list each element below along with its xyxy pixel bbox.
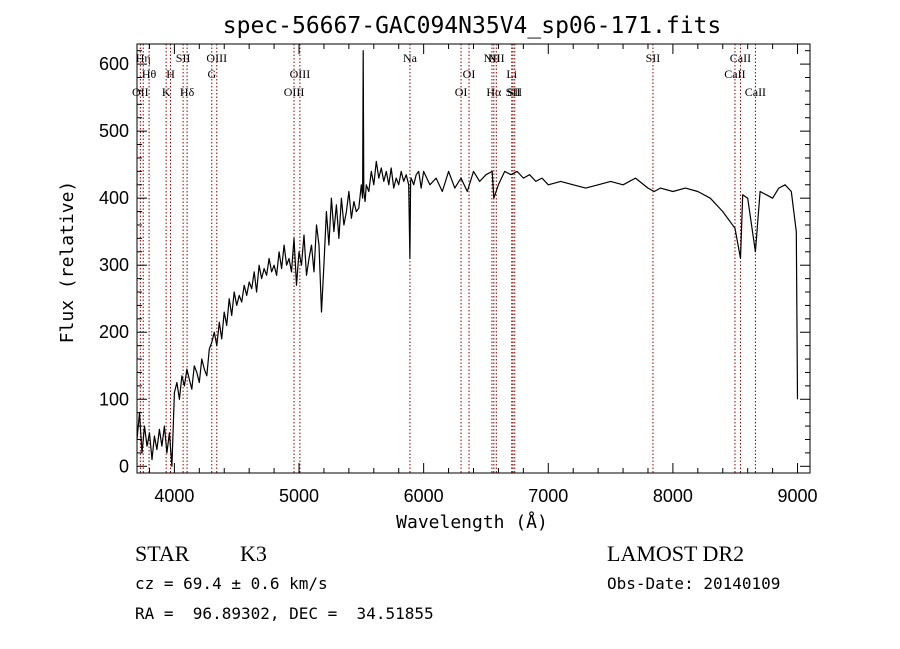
y-tick-label: 300 [99,255,129,275]
line-marker-label: OI [455,85,468,99]
line-marker-label: OII [132,85,149,99]
y-axis-label: Flux (relative) [57,181,78,344]
line-marker-label: CaII [730,51,751,65]
line-marker-label: OIII [206,51,227,65]
spectrum-line [136,50,799,467]
x-tick-label: 9000 [778,486,818,506]
y-tick-label: 600 [99,54,129,74]
y-tick-label: 100 [99,389,129,409]
line-marker-label: Na [403,51,418,65]
line-markers: OIIHηHθKHSIIHδGOIIIOIIIOIIINaOIOINIIHαNI… [132,44,766,473]
obs-date: Obs-Date: 20140109 [607,574,781,593]
y-tick-label: 0 [119,456,129,476]
line-marker-label: K [162,85,171,99]
line-marker-label: SII [506,85,521,99]
object-class: STAR [135,541,190,566]
line-marker-label: SII [176,51,191,65]
line-marker-label: Li [506,67,517,81]
line-marker-label: CaII [745,85,766,99]
line-marker-label: Hη [136,51,151,65]
y-tick-label: 200 [99,322,129,342]
x-tick-label: 8000 [653,486,693,506]
axes: 4000 5000 6000 7000 8000 9000 0 100 200 300 400 500… [99,43,818,506]
line-marker-label: H [166,67,175,81]
chart-title: spec-56667-GAC094N35V4_sp06-171.fits [223,13,722,39]
line-marker-label: CaII [724,67,745,81]
y-tick-label: 500 [99,121,129,141]
line-marker-label: OIII [290,67,311,81]
survey-label: LAMOST DR2 [607,541,745,566]
line-marker-label: NII [488,51,505,65]
line-marker-label: Hα [486,85,502,99]
line-marker-label: Hθ [142,67,157,81]
x-tick-label: 4000 [154,486,194,506]
redshift-readout: cz = 69.4 ± 0.6 km/s [135,574,328,593]
plot-frame [136,43,811,474]
y-tick-label: 400 [99,188,129,208]
line-marker-label: OIII [284,85,305,99]
object-subclass: K3 [240,541,267,566]
spectrum-series [136,50,799,467]
x-tick-label: 5000 [279,486,319,506]
line-marker-label: Hδ [180,85,195,99]
line-marker-label: SII [507,85,522,99]
x-tick-label: 7000 [528,486,568,506]
line-marker-label: OI [463,67,476,81]
line-marker-label: G [207,67,216,81]
x-tick-label: 6000 [404,486,444,506]
x-axis-label: Wavelength (Å) [396,511,548,533]
coordinates-readout: RA = 96.89302, DEC = 34.51855 [135,604,434,623]
line-marker-label: SII [646,51,661,65]
